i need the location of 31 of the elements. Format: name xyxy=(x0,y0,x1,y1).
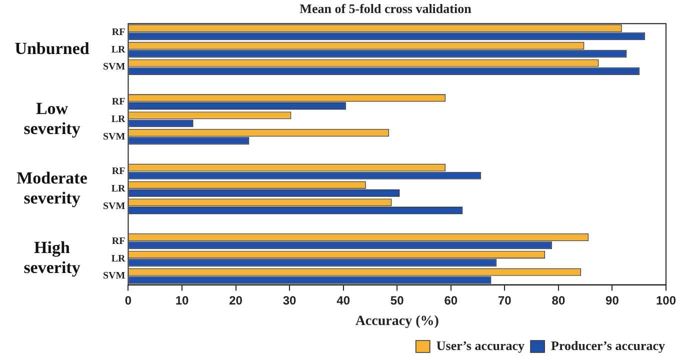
x-tick-label: 60 xyxy=(444,293,458,308)
y-tick-label: SVM xyxy=(102,201,126,212)
y-tick-label: LR xyxy=(111,114,126,125)
y-tick-label: RF xyxy=(112,96,126,108)
x-tick-label: 40 xyxy=(336,293,350,308)
text: Unburned xyxy=(14,39,90,58)
text: Low severity xyxy=(24,98,81,138)
x-tick-label: 50 xyxy=(390,293,404,308)
x-tick-label: 80 xyxy=(552,293,566,308)
x-tick-label: 0 xyxy=(124,293,132,308)
chart-title: Mean of 5-fold cross validation xyxy=(300,1,472,16)
y-tick-label: LR xyxy=(111,44,126,56)
legend-label: User’s accuracy xyxy=(436,338,526,353)
y-tick-label: LR xyxy=(111,184,126,195)
y-tick-label: RF xyxy=(112,166,126,178)
y-tick-label: SVM xyxy=(102,131,126,142)
legend-label: Producer’s accuracy xyxy=(551,338,666,353)
y-tick-label: SVM xyxy=(102,270,126,282)
y-tick-label: SVM xyxy=(102,62,126,73)
x-tick-label: 90 xyxy=(606,293,620,308)
x-axis-title: Accuracy (%) xyxy=(355,314,440,330)
text: Moderate severity xyxy=(16,168,88,208)
x-tick-label: 70 xyxy=(498,293,512,308)
y-tick-label: LR xyxy=(111,253,126,264)
text: High severity xyxy=(24,238,81,278)
y-tick-label: RF xyxy=(112,236,126,247)
x-tick-label: 30 xyxy=(282,293,297,308)
x-tick-label: 100 xyxy=(656,293,676,308)
y-tick-label: RF xyxy=(112,26,126,38)
x-tick-label: 10 xyxy=(175,293,189,308)
x-tick-label: 20 xyxy=(229,293,243,308)
